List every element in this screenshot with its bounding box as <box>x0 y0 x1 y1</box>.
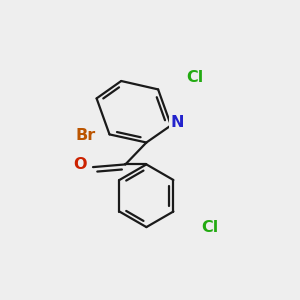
Text: Cl: Cl <box>201 220 219 236</box>
Text: O: O <box>74 157 87 172</box>
Text: N: N <box>170 115 184 130</box>
Text: Cl: Cl <box>186 70 203 86</box>
Text: Br: Br <box>75 128 96 143</box>
